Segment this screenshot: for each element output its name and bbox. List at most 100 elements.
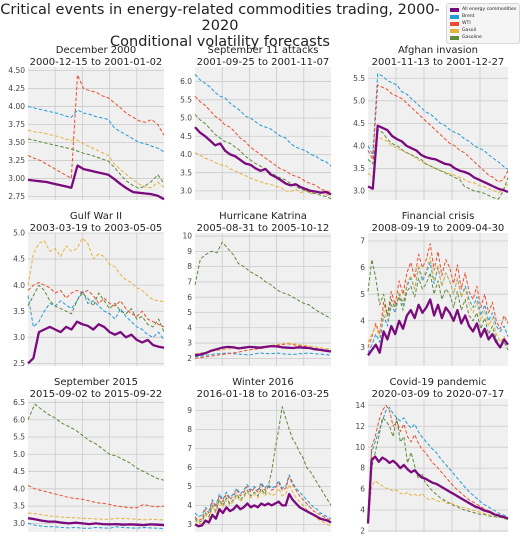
panel-2-plot: 3.0 3.5 4.0 4.5 5.0 5.5 6.0: [180, 67, 332, 200]
y-tick-label: 2: [360, 527, 365, 536]
panel-3-title: Afghan invasion 2001-11-13 to 2001-12-27: [368, 45, 508, 69]
y-tick-label: 3.50: [8, 138, 25, 147]
plot-background: [28, 399, 164, 532]
series-line-brent: [27, 522, 165, 529]
y-tick-label: 5.0: [353, 96, 365, 105]
panel-3-title-dates: 2001-11-13 to 2001-12-27: [371, 57, 505, 68]
series-line-all-energy-commodities: [27, 517, 165, 527]
y-tick-label: 5: [187, 482, 192, 491]
panel-2-title: September 11 attacks 2001-09-25 to 2001-…: [195, 45, 331, 69]
legend-swatch: [450, 21, 459, 26]
y-tick-label: 6: [360, 485, 365, 494]
y-tick-label: 4: [360, 316, 365, 325]
y-tick-label: 4.50: [8, 66, 25, 75]
panel-5-title-main: Hurricane Katrina: [219, 211, 307, 222]
y-tick-label: 3.5: [13, 307, 25, 316]
y-tick-label: 8: [187, 262, 192, 271]
y-tick-label: 7: [360, 237, 365, 246]
y-tick-label: 3.25: [8, 156, 25, 165]
series-line-all-energy-commodities: [27, 164, 165, 201]
y-tick-label: 5.0: [13, 450, 25, 459]
y-tick-label: 6: [187, 293, 192, 302]
panel-6-title: Financial crisis 2008-09-19 to 2009-04-3…: [368, 211, 508, 235]
panel-3-title-main: Afghan invasion: [398, 45, 478, 56]
y-tick-label: 3.5: [353, 164, 365, 173]
panel-6-plot: 3 4 5 6 7: [360, 233, 509, 366]
y-tick-label: 3.00: [8, 174, 25, 183]
legend-item-gasoil: Gasoil: [450, 27, 516, 34]
y-tick-label: 3.75: [8, 120, 25, 129]
y-tick-label: 4.0: [13, 484, 25, 493]
panel-8-plot: 3 4 5 6 7 8 9: [187, 399, 332, 532]
series-line-gasoline: [367, 417, 509, 521]
series-line-gasoil: [367, 480, 509, 523]
figure-title-line-2: Conditional volatility forecasts: [110, 34, 330, 50]
series-line-brent: [194, 73, 332, 167]
y-tick-label: 3.5: [13, 502, 25, 511]
legend-swatch: [450, 35, 459, 40]
y-tick-label: 6.0: [13, 415, 25, 424]
series-line-brent: [367, 406, 509, 518]
series-line-brent: [27, 106, 165, 153]
series-line-all-energy-commodities: [194, 344, 332, 357]
series-line-wti: [27, 484, 165, 509]
series-line-gasoline: [27, 138, 165, 189]
y-tick-label: 4.0: [13, 281, 25, 290]
legend-item-all-energy: All energy commodities: [450, 6, 516, 13]
y-tick-label: 4.5: [353, 119, 365, 128]
y-tick-label: 2.75: [8, 192, 25, 201]
y-tick-label: 3.0: [180, 186, 192, 195]
y-tick-label: 7: [187, 444, 192, 453]
y-tick-label: 4.00: [8, 102, 25, 111]
series-line-gasoil: [194, 484, 332, 527]
y-tick-label: 5: [187, 308, 192, 317]
series-line-gasoil: [194, 152, 332, 198]
panel-1-title-main: December 2000: [55, 45, 137, 56]
series-line-brent: [194, 352, 332, 358]
y-tick-label: 10: [355, 443, 365, 452]
y-tick-label: 2: [187, 354, 192, 363]
series-line-gasoline: [27, 403, 165, 481]
y-tick-label: 3.5: [180, 168, 192, 177]
plot-background: [195, 67, 331, 200]
series-line-wti: [367, 404, 509, 519]
panel-7-title: September 2015 2015-09-02 to 2015-09-22: [28, 377, 164, 401]
series-line-gasoline: [194, 241, 332, 320]
legend-item-brent: Brent: [450, 13, 516, 20]
panel-7-title-dates: 2015-09-02 to 2015-09-22: [29, 389, 163, 400]
legend-item-gasoline: Gasoline: [450, 34, 516, 41]
panel-4-title: Gulf War II 2003-03-19 to 2003-05-05: [28, 211, 164, 235]
y-tick-label: 7: [187, 278, 192, 287]
panel-6-title-dates: 2008-09-19 to 2009-04-30: [371, 223, 505, 234]
y-tick-label: 3.0: [13, 519, 25, 528]
series-line-all-energy-commodities: [366, 455, 509, 524]
series-line-wti: [367, 84, 509, 183]
panel-8-title: Winter 2016 2016-01-18 to 2016-03-25: [195, 377, 331, 401]
y-tick-label: 4.0: [353, 141, 365, 150]
series-line-wti: [194, 95, 332, 194]
y-tick-label: 5.5: [13, 433, 25, 442]
y-tick-label: 3.0: [13, 333, 25, 342]
series-line-gasoil: [367, 136, 509, 194]
panel-8-title-main: Winter 2016: [232, 377, 294, 388]
plot-background: [195, 233, 331, 366]
panel-5-title-dates: 2005-08-31 to 2005-10-12: [196, 223, 330, 234]
panel-1-title: December 2000 2000-12-15 to 2001-01-02: [28, 45, 164, 69]
panel-9-title-dates: 2020-03-09 to 2020-07-17: [371, 389, 505, 400]
legend-label: All energy commodities: [462, 7, 517, 12]
y-tick-label: 5.5: [180, 95, 192, 104]
legend-label: Brent: [462, 14, 475, 19]
y-tick-label: 4.0: [180, 150, 192, 159]
y-tick-label: 5.5: [353, 74, 365, 83]
y-tick-label: 6.0: [180, 77, 192, 86]
series-line-gasoline: [194, 114, 332, 200]
series-line-all-energy-commodities: [27, 320, 165, 365]
y-tick-label: 3: [187, 339, 192, 348]
y-tick-label: 3: [187, 520, 192, 529]
y-tick-label: 3.0: [353, 187, 365, 196]
y-tick-label: 4: [187, 501, 192, 510]
legend-label: Gasoline: [462, 35, 482, 40]
legend-swatch: [450, 14, 459, 19]
series-line-gasoil: [27, 512, 165, 521]
